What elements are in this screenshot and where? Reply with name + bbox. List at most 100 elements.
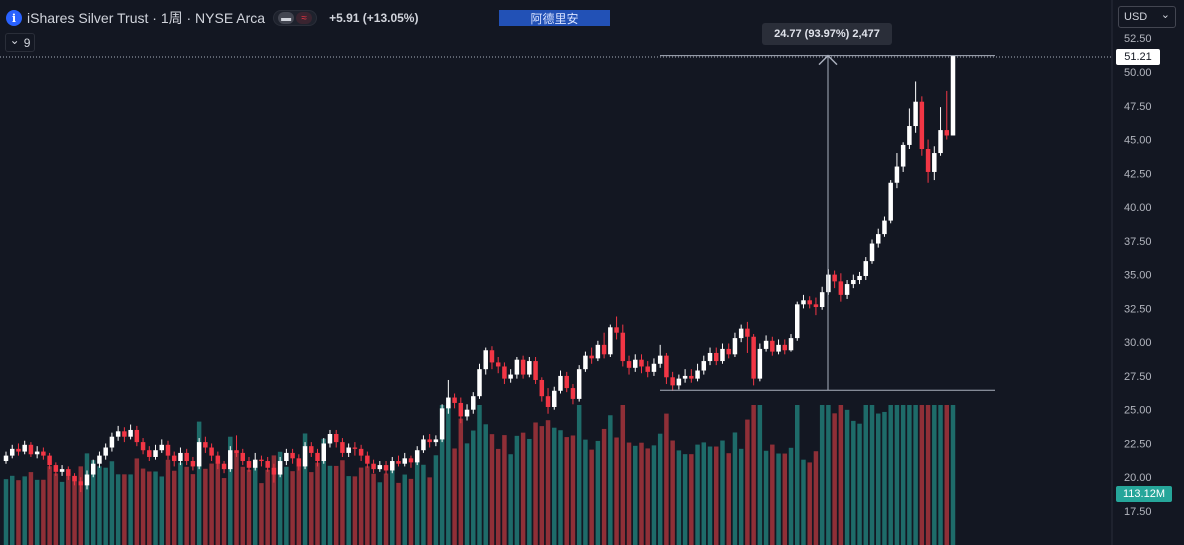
volume-bar: [72, 476, 77, 545]
volume-bar: [84, 453, 90, 545]
volume-bar: [720, 440, 725, 545]
candle-body: [801, 300, 806, 305]
volume-bar: [738, 448, 744, 545]
volume-bar: [346, 476, 351, 545]
indicators-toggle-button[interactable]: ⌄ 9: [5, 33, 35, 52]
volume-bar: [651, 445, 657, 545]
candle-body: [321, 443, 326, 462]
volume-bar: [277, 451, 283, 545]
candle-body: [340, 442, 345, 453]
candle-body: [913, 101, 918, 127]
candle-body: [932, 153, 937, 172]
candle-body: [196, 442, 202, 467]
candle-body: [620, 332, 626, 362]
candle-body: [633, 359, 638, 368]
y-tick-label: 35.00: [1124, 270, 1152, 282]
candle-body: [209, 447, 214, 456]
candle-body: [545, 396, 551, 407]
volume-bar: [626, 442, 632, 545]
volume-bar: [483, 424, 488, 545]
volume-bar: [695, 444, 700, 545]
volume-bar: [358, 467, 364, 545]
volume-bar: [196, 421, 202, 545]
candle-body: [676, 378, 682, 386]
y-tick-label: 40.00: [1124, 202, 1152, 214]
volume-bar: [689, 454, 694, 545]
candle-body: [358, 448, 364, 456]
candle-body: [745, 328, 750, 337]
candle-body: [134, 429, 140, 443]
volume-bar: [932, 405, 937, 545]
candle-body: [477, 369, 482, 397]
volume-bar: [78, 466, 84, 545]
price-range-tool[interactable]: [660, 54, 995, 391]
volume-bar: [109, 461, 115, 545]
price-axis[interactable]: 52.50 50.00 47.50 45.00 42.50 40.00 37.50 35.00…: [1124, 33, 1152, 518]
volume-bar: [875, 413, 881, 545]
info-icon[interactable]: i: [6, 10, 22, 26]
volume-bar: [215, 462, 221, 545]
data-delay-icon[interactable]: ≈: [296, 12, 313, 24]
volume-bar: [776, 453, 781, 545]
candle-body: [483, 350, 488, 370]
candle-body: [938, 130, 943, 154]
volume-bar: [801, 459, 806, 545]
candle-body: [695, 370, 700, 379]
volume-bar: [545, 420, 551, 545]
candle-body: [439, 408, 445, 440]
candle-body: [664, 355, 669, 378]
candle-body: [944, 130, 950, 136]
volume-bar: [520, 432, 526, 545]
candle-body: [178, 452, 183, 462]
volume-bar: [788, 447, 794, 545]
volume-bar: [396, 482, 401, 545]
volume-bar: [333, 465, 339, 545]
y-tick-label: 42.50: [1124, 168, 1152, 180]
volume-bar: [894, 405, 900, 545]
volume-bar: [925, 405, 931, 545]
volume-bar: [371, 473, 376, 545]
volume-bar: [408, 478, 414, 545]
volume-bars: [3, 405, 956, 545]
symbol-title[interactable]: iShares Silver Trust · 1周 · NYSE Arca: [27, 10, 266, 26]
volume-bar: [863, 405, 869, 545]
volume-bar: [844, 409, 850, 545]
volume-bar: [402, 474, 407, 545]
candle-body: [115, 431, 121, 437]
volume-bar: [471, 430, 476, 545]
market-status-icon[interactable]: ▬: [278, 12, 295, 24]
volume-bar: [714, 446, 719, 545]
volume-bar: [365, 466, 370, 545]
candle-body: [246, 461, 252, 468]
candle-body: [520, 359, 526, 375]
volume-bar: [832, 413, 837, 545]
volume-bar: [427, 477, 432, 545]
candle-body: [22, 444, 27, 452]
currency-value: USD: [1124, 11, 1148, 23]
y-tick-label: 20.00: [1124, 472, 1152, 484]
volume-bar: [134, 458, 140, 545]
volume-bar: [28, 472, 34, 545]
candle-body: [327, 434, 333, 444]
volume-bar: [3, 479, 9, 545]
volume-bar: [190, 474, 196, 545]
volume-bar: [795, 405, 800, 545]
candle-body: [333, 434, 339, 443]
y-tick-label: 47.50: [1124, 101, 1152, 113]
candle-body: [97, 455, 102, 464]
candle-body: [595, 344, 601, 359]
candle-body: [682, 375, 688, 379]
volume-bar: [377, 482, 383, 545]
indicator-count: 9: [23, 35, 31, 50]
candle-body: [751, 336, 756, 379]
candle-body: [583, 355, 588, 370]
volume-bar: [608, 415, 613, 545]
currency-select[interactable]: USD ⌄: [1118, 6, 1176, 28]
candle-body: [738, 328, 744, 339]
candle-body: [689, 375, 694, 379]
volume-bar: [514, 435, 520, 545]
volume-bar: [159, 476, 164, 545]
user-tag-label[interactable]: 阿德里安: [499, 10, 610, 26]
volume-bar: [944, 405, 950, 545]
